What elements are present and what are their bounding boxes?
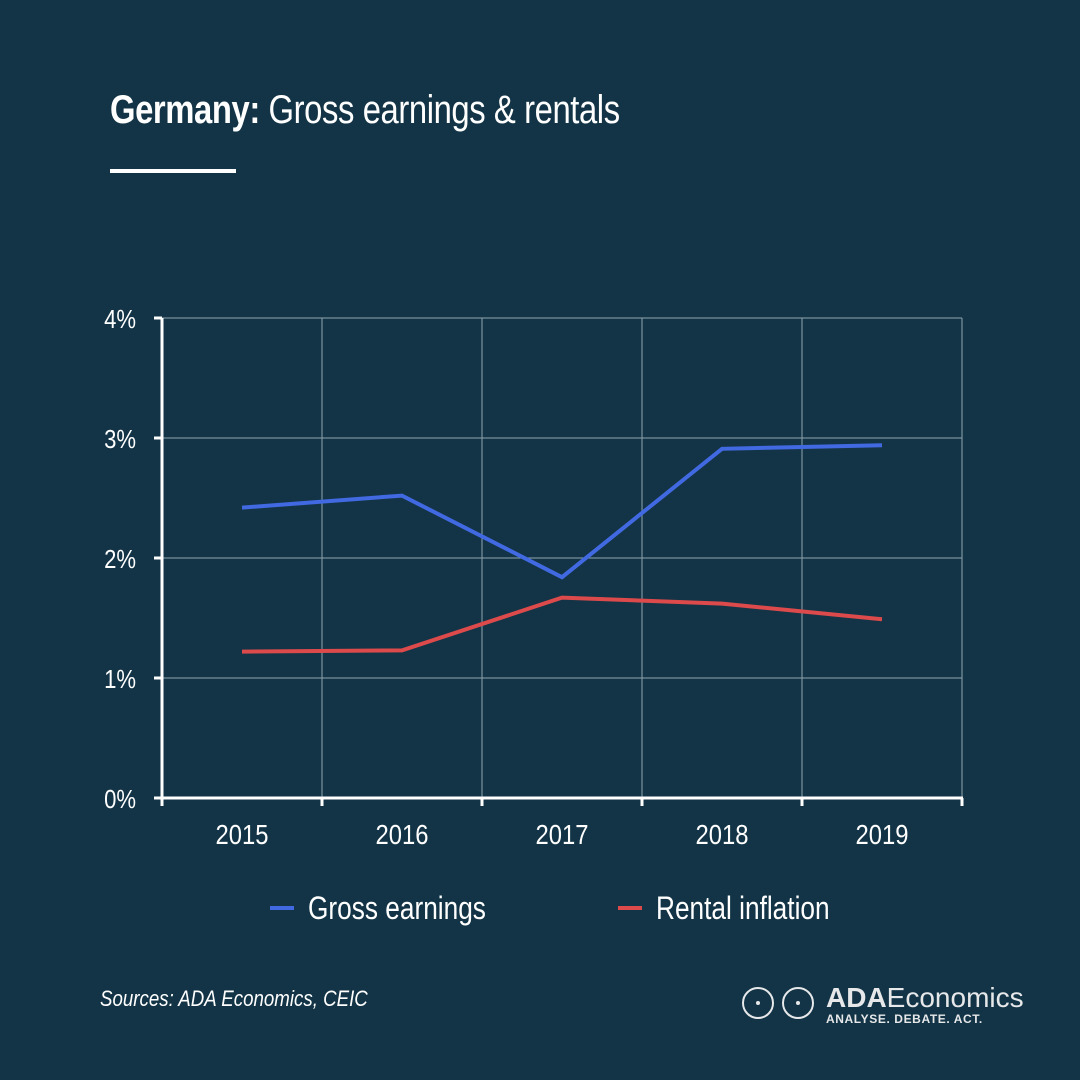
title-underline xyxy=(110,169,236,173)
y-tick-label: 4% xyxy=(104,305,136,334)
brand-tagline: ANALYSE. DEBATE. ACT. xyxy=(826,1012,983,1026)
y-tick-label: 2% xyxy=(104,545,136,574)
x-tick-label: 2019 xyxy=(856,818,909,850)
legend-swatch-gross-earnings xyxy=(270,906,294,910)
y-tick-label: 3% xyxy=(104,425,136,454)
brand-name: ADAEconomics xyxy=(826,982,1024,1014)
logo-circle-left-icon xyxy=(742,987,774,1019)
title-subject: Gross earnings & rentals xyxy=(259,88,621,132)
sources-note: Sources: ADA Economics, CEIC xyxy=(100,986,368,1011)
legend-item-rental-inflation: Rental inflation xyxy=(618,888,868,928)
x-tick-label: 2016 xyxy=(376,818,429,850)
logo-circle-right-icon xyxy=(782,987,814,1019)
y-tick-label: 1% xyxy=(104,665,136,694)
legend-label-gross-earnings: Gross earnings xyxy=(308,889,486,926)
y-tick-label: 0% xyxy=(104,785,136,814)
title-country: Germany: xyxy=(110,88,260,132)
series-line-gross-earnings xyxy=(241,443,883,580)
page-title: Germany: Gross earnings & rentals xyxy=(110,88,620,133)
legend-swatch-rental-inflation xyxy=(618,906,642,910)
brand-name-bold: ADA xyxy=(826,982,887,1013)
x-tick-label: 2017 xyxy=(536,818,589,850)
legend-label-rental-inflation: Rental inflation xyxy=(656,889,830,926)
series-line-rental-inflation xyxy=(241,595,883,654)
brand-logo: ADAEconomics ANALYSE. DEBATE. ACT. xyxy=(742,982,1052,1030)
x-tick-label: 2015 xyxy=(216,818,269,850)
brand-name-rest: Economics xyxy=(886,982,1024,1013)
legend-item-gross-earnings: Gross earnings xyxy=(270,888,525,928)
x-tick-label: 2018 xyxy=(696,818,749,850)
